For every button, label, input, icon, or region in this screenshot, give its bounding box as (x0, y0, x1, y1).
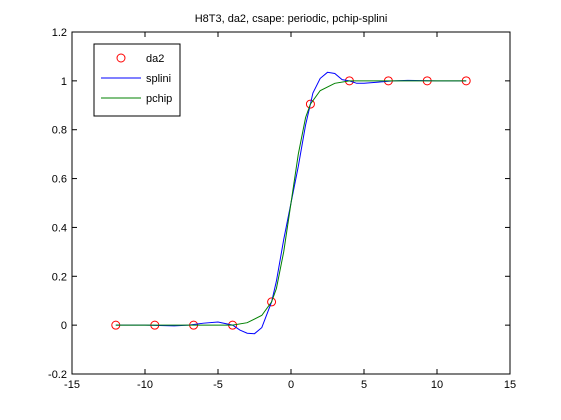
y-tick-label: 0.4 (52, 222, 67, 234)
legend-box (93, 43, 181, 117)
data-point (305, 99, 315, 109)
x-tick-label: -15 (64, 379, 80, 391)
legend-label: pchip (146, 93, 172, 105)
x-tick-label: 15 (504, 379, 516, 391)
x-tick-label: 0 (288, 379, 294, 391)
series-line (115, 71, 467, 335)
y-tick-label: 1.2 (52, 27, 67, 39)
x-tick-label: -5 (213, 379, 223, 391)
series-line (115, 80, 467, 326)
legend-label: da2 (146, 53, 164, 65)
x-tick-label: 10 (431, 379, 443, 391)
legend-marker (116, 53, 126, 63)
y-tick-label: 0.6 (52, 174, 67, 186)
x-tick-label: -10 (137, 379, 153, 391)
legend-label: splini (146, 73, 171, 85)
data-point (267, 297, 277, 307)
y-tick-label: 0.2 (52, 271, 67, 283)
y-tick-label: 1 (61, 76, 67, 88)
x-tick-label: 5 (361, 379, 367, 391)
chart-title: H8T3, da2, csape: periodic, pchip-splini (195, 13, 388, 25)
y-tick-label: -0.2 (48, 369, 67, 381)
y-tick-label: 0 (61, 320, 67, 332)
y-tick-label: 0.8 (52, 125, 67, 137)
